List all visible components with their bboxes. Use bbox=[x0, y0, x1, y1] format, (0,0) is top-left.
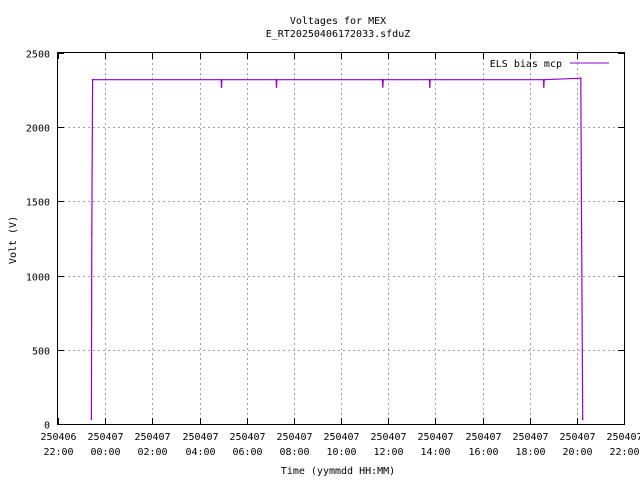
y-tick-label: 1000 bbox=[26, 273, 50, 284]
x-tick-label-date: 250407 bbox=[134, 432, 170, 443]
legend-label: ELS bias mcp bbox=[490, 59, 562, 70]
x-tick-label-time: 02:00 bbox=[137, 447, 167, 458]
x-tick-label-time: 06:00 bbox=[232, 447, 262, 458]
axis-ticks: 250406 22:00 250407 00:00 250407 02:00 250407 0… bbox=[26, 50, 640, 459]
plot-frame bbox=[57, 52, 625, 425]
x-axis-label: Time (yymmdd HH:MM) bbox=[281, 466, 395, 477]
x-tick-label-time: 16:00 bbox=[468, 447, 498, 458]
legend: ELS bias mcp bbox=[490, 59, 609, 70]
x-tick-label-date: 250407 bbox=[465, 432, 501, 443]
data-point bbox=[429, 86, 431, 88]
data-point bbox=[543, 78, 545, 81]
data-point bbox=[382, 78, 385, 81]
x-tick-label-time: 22:00 bbox=[609, 447, 639, 458]
series-layer bbox=[90, 77, 584, 421]
y-axis-label: Volt (V) bbox=[8, 216, 19, 264]
x-tick-label-time: 20:00 bbox=[562, 447, 592, 458]
x-tick-label-time: 04:00 bbox=[185, 447, 215, 458]
x-tick-label-date: 250406 bbox=[40, 432, 76, 443]
data-point bbox=[429, 78, 432, 81]
data-point bbox=[543, 86, 545, 88]
data-point bbox=[276, 78, 278, 81]
y-tick-label: 2000 bbox=[26, 124, 50, 135]
x-tick-label-date: 250407 bbox=[276, 432, 312, 443]
x-tick-label-date: 250407 bbox=[559, 432, 595, 443]
x-tick-label-date: 250407 bbox=[229, 432, 265, 443]
data-point bbox=[580, 231, 583, 234]
data-point bbox=[381, 78, 384, 81]
data-point bbox=[220, 86, 223, 88]
data-point bbox=[91, 233, 93, 235]
y-tick-label: 500 bbox=[32, 347, 50, 358]
x-tick-label-date: 250407 bbox=[370, 432, 406, 443]
grid-lines bbox=[58, 53, 624, 424]
y-tick-label: 2500 bbox=[26, 50, 50, 61]
data-point bbox=[275, 86, 278, 88]
data-point bbox=[580, 77, 582, 79]
data-point bbox=[221, 78, 223, 81]
x-tick-label-time: 22:00 bbox=[43, 447, 73, 458]
x-tick-label-date: 250407 bbox=[417, 432, 453, 443]
x-tick-label-time: 10:00 bbox=[326, 447, 356, 458]
x-tick-label-time: 18:00 bbox=[515, 447, 545, 458]
x-tick-label-date: 250407 bbox=[323, 432, 359, 443]
y-tick-label: 0 bbox=[44, 421, 50, 432]
x-tick-label-date: 250407 bbox=[87, 432, 123, 443]
chart-title: Voltages for MEX bbox=[290, 16, 386, 27]
x-tick-label-time: 14:00 bbox=[420, 447, 450, 458]
data-point bbox=[90, 418, 93, 421]
data-point bbox=[381, 86, 384, 88]
data-point bbox=[91, 78, 94, 81]
x-tick-label-date: 250407 bbox=[182, 432, 218, 443]
x-tick-label-time: 08:00 bbox=[279, 447, 309, 458]
x-tick-label-time: 12:00 bbox=[373, 447, 403, 458]
x-tick-label-date: 250407 bbox=[512, 432, 548, 443]
y-tick-label: 1500 bbox=[26, 198, 50, 209]
data-point bbox=[581, 418, 584, 421]
chart-subtitle: E_RT20250406172033.sfduZ bbox=[266, 29, 411, 40]
x-tick-label-date: 250407 bbox=[606, 432, 640, 443]
x-tick-label-time: 00:00 bbox=[90, 447, 120, 458]
